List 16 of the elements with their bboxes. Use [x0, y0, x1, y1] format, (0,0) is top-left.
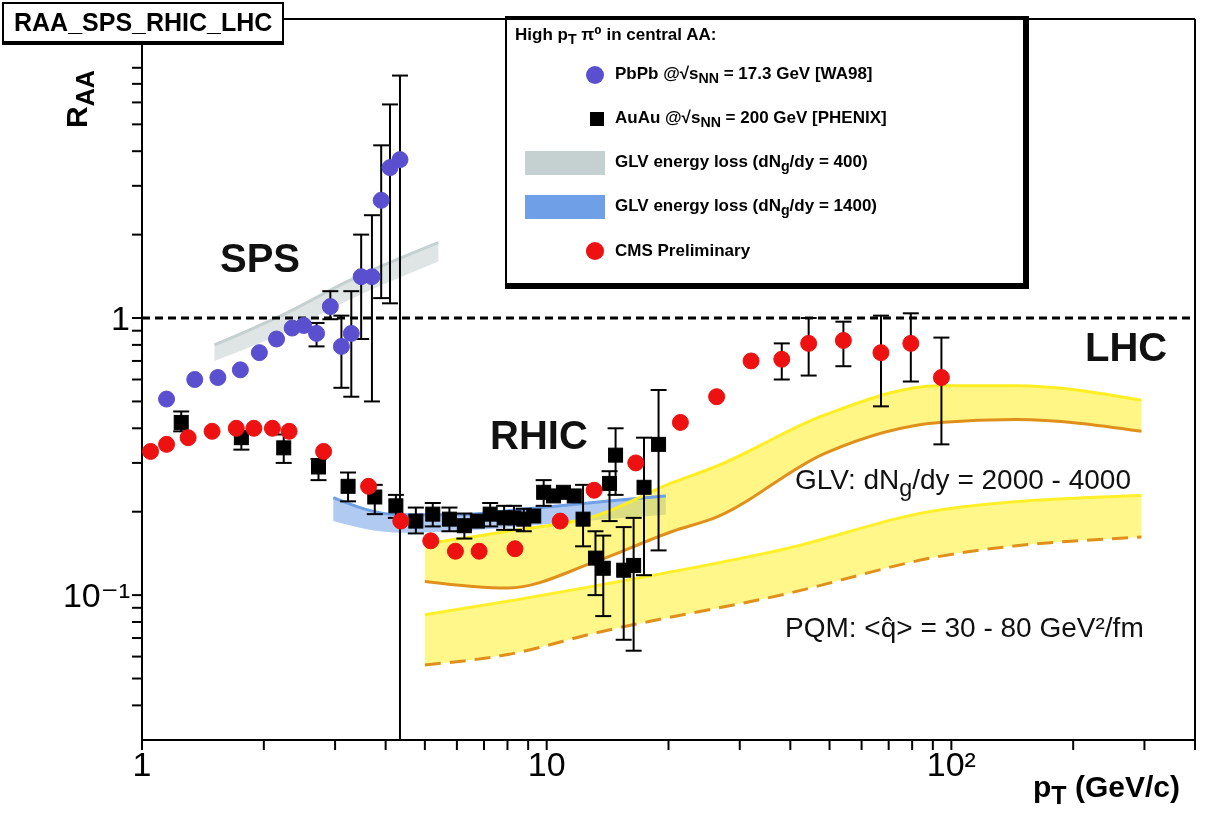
x-tick-label: 10: [527, 745, 566, 784]
annotation: SPS: [220, 235, 301, 281]
legend-label: PbPb @√s$_{NN}$ = 17.3 GeV [WA98]: [615, 64, 873, 87]
x-tick-label: 10²: [926, 745, 976, 784]
legend-label: AuAu @√s$_{NN}$ = 200 GeV [PHENIX]: [615, 108, 887, 131]
y-tick-label: 10⁻¹: [62, 576, 130, 615]
annotation: PQM: <q̂> = 30 - 80 GeV²/fm: [785, 612, 1144, 644]
legend-title: High p$_{T}$ π⁰ in central AA:: [515, 24, 718, 48]
chart-title: RAA_SPS_RHIC_LHC: [2, 2, 285, 45]
annotation: LHC: [1085, 324, 1168, 370]
annotation: GLV: dN$_{g}$/dy = 2000 - 4000: [795, 464, 1131, 502]
legend-label: CMS Preliminary: [615, 241, 751, 262]
x-axis-title: p$_{T}$ (GeV/c): [1033, 770, 1180, 810]
annotation: RHIC: [490, 412, 588, 458]
legend-label: GLV energy loss (dN$_{g}$/dy = 1400): [615, 196, 878, 219]
legend-label: GLV energy loss (dN$_{g}$/dy = 400): [615, 152, 868, 175]
